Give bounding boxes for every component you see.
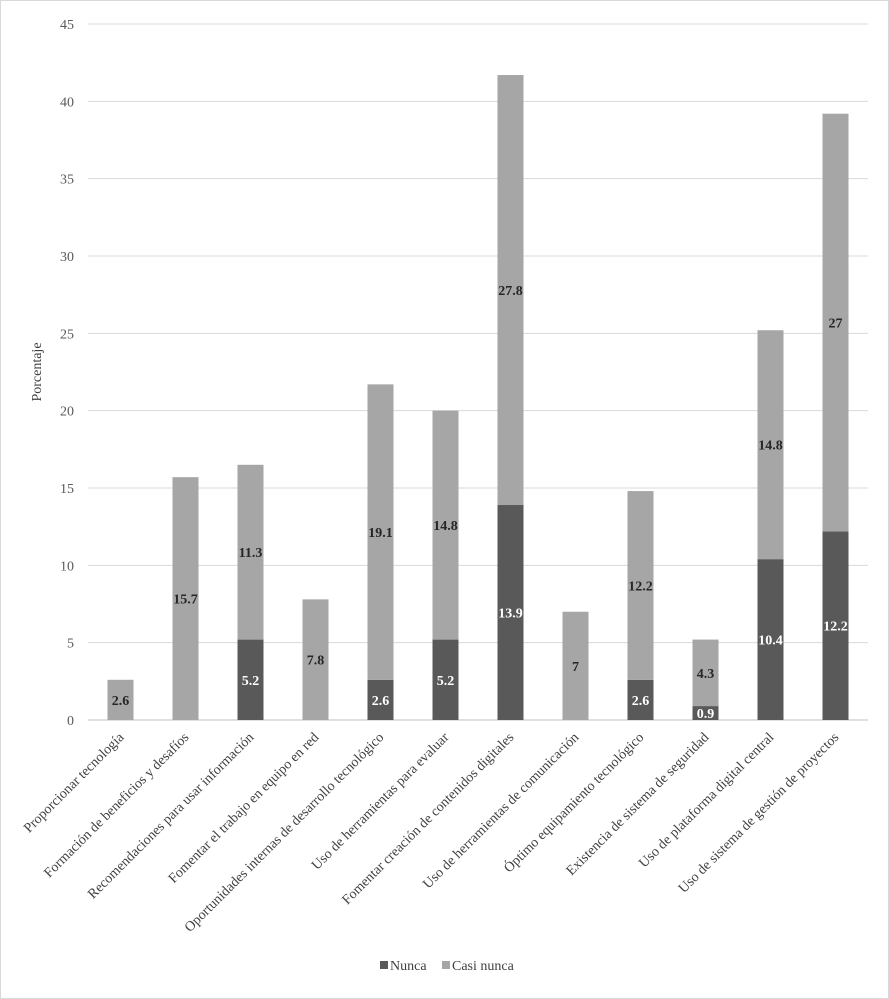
bar-casi-nunca-10 xyxy=(757,330,784,560)
bar-casi-nunca-1 xyxy=(172,477,199,720)
gridlines xyxy=(88,23,868,721)
y-axis-title: Porcentaje xyxy=(30,342,45,401)
x-category-label: Formación de beneficios y desafíos xyxy=(42,730,193,881)
data-label: 15.7 xyxy=(173,593,198,608)
data-label: 2.6 xyxy=(372,694,390,709)
data-label: 7.8 xyxy=(307,654,325,669)
bar-nunca-8 xyxy=(627,679,654,720)
y-tick-label: 40 xyxy=(60,95,74,110)
data-label: 4.3 xyxy=(697,667,715,682)
bar-nunca-10 xyxy=(757,559,784,720)
data-label: 5.2 xyxy=(437,674,455,689)
data-label: 14.8 xyxy=(433,519,458,534)
data-label: 12.2 xyxy=(628,579,653,594)
legend-swatch xyxy=(380,961,388,969)
y-tick-label: 20 xyxy=(60,405,74,420)
y-tick-label: 15 xyxy=(60,482,74,497)
y-tick-label: 30 xyxy=(60,250,74,265)
y-tick-label: 25 xyxy=(60,327,74,342)
data-label: 12.2 xyxy=(823,620,848,635)
y-tick-label: 10 xyxy=(60,559,74,574)
data-label: 14.8 xyxy=(758,439,783,454)
y-tick-label: 0 xyxy=(67,714,74,729)
bar-casi-nunca-9 xyxy=(692,639,719,707)
bar-nunca-2 xyxy=(237,639,264,720)
x-category-label: Uso de plataforma digital central xyxy=(636,730,777,871)
data-label: 27 xyxy=(829,317,843,332)
x-category-label: Uso de herramientas para evaluar xyxy=(309,730,452,873)
data-label: 0.9 xyxy=(697,707,715,722)
bar-nunca-6 xyxy=(497,505,524,720)
bar-casi-nunca-3 xyxy=(302,599,329,720)
bar-nunca-9 xyxy=(692,706,719,720)
data-label: 10.4 xyxy=(758,634,783,649)
data-label: 2.6 xyxy=(632,694,650,709)
bar-casi-nunca-8 xyxy=(627,491,654,680)
bar-casi-nunca-6 xyxy=(497,75,524,506)
data-label: 13.9 xyxy=(498,607,523,622)
data-label: 19.1 xyxy=(368,526,393,541)
y-tick-label: 35 xyxy=(60,173,74,188)
bars xyxy=(107,75,849,720)
x-category-label: Óptimo equipamiento tecnológico xyxy=(500,729,647,876)
bar-casi-nunca-4 xyxy=(367,384,394,680)
bar-nunca-11 xyxy=(822,531,849,720)
legend-label: Nunca xyxy=(390,959,427,974)
legend-swatch xyxy=(442,961,450,969)
bar-nunca-4 xyxy=(367,679,394,720)
bar-nunca-5 xyxy=(432,639,459,720)
bar-casi-nunca-11 xyxy=(822,113,849,532)
data-label: 5.2 xyxy=(242,674,260,689)
bar-casi-nunca-5 xyxy=(432,410,459,640)
x-category-label: Existencia de sistema de seguridad xyxy=(564,730,713,879)
data-label: 11.3 xyxy=(239,546,263,561)
legend-label: Casi nunca xyxy=(452,959,515,974)
data-labels: 2.6 15.7 5.2 11.3 7.8 2.6 19.1 5.2 14.8 13.9 27.8 7… xyxy=(112,284,848,722)
y-tick-label: 45 xyxy=(60,18,74,33)
y-axis-ticks: 0 5 10 15 20 25 30 35 40 45 xyxy=(60,18,74,729)
data-label: 27.8 xyxy=(498,284,523,299)
bar-casi-nunca-2 xyxy=(237,464,264,640)
bar-casi-nunca-0 xyxy=(107,679,134,720)
y-tick-label: 5 xyxy=(67,637,74,652)
data-label: 2.6 xyxy=(112,694,130,709)
data-label: 7 xyxy=(572,660,579,675)
legend: Nunca Casi nunca xyxy=(380,959,515,974)
bar-casi-nunca-7 xyxy=(562,611,589,720)
